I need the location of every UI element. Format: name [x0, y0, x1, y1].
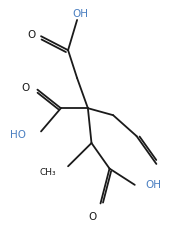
Text: O: O: [27, 30, 35, 40]
Text: OH: OH: [145, 180, 162, 190]
Text: O: O: [88, 212, 96, 222]
Text: HO: HO: [10, 130, 26, 140]
Text: OH: OH: [73, 9, 89, 19]
Text: CH₃: CH₃: [40, 168, 56, 176]
Text: O: O: [22, 83, 30, 94]
